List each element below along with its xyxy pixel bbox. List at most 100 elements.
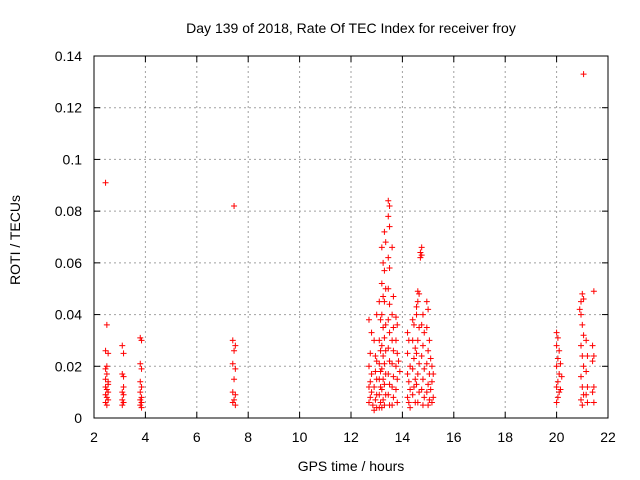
data-point [558, 373, 565, 380]
data-point [378, 342, 385, 349]
data-point [421, 329, 428, 336]
data-point [385, 371, 392, 378]
data-point [120, 350, 127, 357]
data-point [421, 365, 428, 372]
data-point [367, 350, 374, 357]
y-axis-label: ROTI / TECUs [7, 195, 23, 285]
data-point [580, 296, 587, 303]
data-point [390, 293, 397, 300]
data-point [365, 363, 372, 370]
data-point [120, 373, 127, 380]
data-point [376, 337, 383, 344]
data-point [103, 394, 110, 401]
data-point [390, 373, 397, 380]
data-point [426, 396, 433, 403]
data-point [390, 324, 397, 331]
data-point [426, 337, 433, 344]
data-point [396, 368, 403, 375]
data-point [428, 378, 435, 385]
x-tick-label: 2 [90, 429, 98, 445]
data-point [365, 383, 372, 390]
data-point [556, 371, 563, 378]
data-point [103, 321, 110, 328]
data-point [232, 391, 239, 398]
data-point [409, 316, 416, 323]
chart-title: Day 139 of 2018, Rate Of TEC Index for r… [186, 20, 516, 36]
data-point [419, 342, 426, 349]
data-point [394, 350, 401, 357]
x-tick-label: 6 [193, 429, 201, 445]
data-point [407, 404, 414, 411]
data-point [137, 378, 144, 385]
data-point [578, 396, 585, 403]
data-point [590, 352, 597, 359]
data-point [410, 383, 417, 390]
data-point [418, 252, 425, 259]
data-point [413, 311, 420, 318]
data-point [377, 368, 384, 375]
data-point [428, 399, 435, 406]
data-point [229, 399, 236, 406]
data-point [423, 389, 430, 396]
data-point [414, 371, 421, 378]
data-point [369, 402, 376, 409]
data-point [421, 394, 428, 401]
x-tick-label: 20 [549, 429, 565, 445]
data-point [419, 311, 426, 318]
data-point [120, 391, 127, 398]
data-point [423, 324, 430, 331]
data-point [553, 329, 560, 336]
data-point [386, 381, 393, 388]
axis-ticks: 2 4 6 8 10 12 14 16 18 20 22 0 0.02 0.04 0.06 0.08 0.1 0.… [55, 48, 616, 445]
data-point [380, 352, 387, 359]
data-point [368, 389, 375, 396]
data-point [418, 386, 425, 393]
data-point [381, 298, 388, 305]
data-point [430, 394, 437, 401]
data-point [380, 324, 387, 331]
data-point [372, 368, 379, 375]
data-point [417, 249, 424, 256]
data-point [425, 381, 432, 388]
data-point [394, 376, 401, 383]
data-point [405, 378, 412, 385]
data-point [138, 383, 145, 390]
data-point [409, 391, 416, 398]
data-point [229, 360, 236, 367]
data-point [103, 402, 110, 409]
data-point [229, 337, 236, 344]
data-point [425, 347, 432, 354]
y-tick-label: 0.1 [63, 151, 83, 167]
data-point [427, 355, 434, 362]
data-points [102, 71, 597, 414]
data-point [390, 394, 397, 401]
data-point [578, 373, 585, 380]
data-point [404, 329, 411, 336]
x-axis-label: GPS time / hours [298, 458, 405, 474]
data-point [368, 371, 375, 378]
data-point [418, 244, 425, 251]
data-point [579, 352, 586, 359]
data-point [119, 396, 126, 403]
data-point [584, 383, 591, 390]
data-point [377, 399, 384, 406]
data-point [579, 402, 586, 409]
data-point [584, 352, 591, 359]
data-point [371, 383, 378, 390]
data-point [377, 316, 384, 323]
data-point [413, 303, 420, 310]
data-point [231, 376, 238, 383]
data-point [119, 342, 126, 349]
data-point [425, 402, 432, 409]
data-point [373, 311, 380, 318]
data-point [372, 396, 379, 403]
data-point [410, 321, 417, 328]
data-point [380, 259, 387, 266]
data-point [386, 265, 393, 272]
data-point [367, 394, 374, 401]
data-point [385, 254, 392, 261]
data-point [371, 407, 378, 414]
data-point [381, 381, 388, 388]
y-tick-label: 0.04 [55, 307, 82, 323]
data-point [382, 239, 389, 246]
